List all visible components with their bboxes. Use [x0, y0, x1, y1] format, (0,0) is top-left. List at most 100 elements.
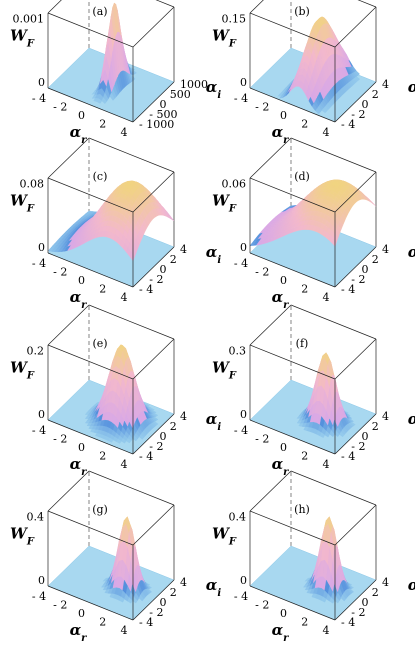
y-axis-label-sub: i [217, 90, 221, 101]
box-edge [88, 304, 175, 340]
surface-patch [340, 594, 347, 602]
x-tick-label: 4 [323, 458, 330, 471]
y-tick-label: 2 [170, 420, 177, 433]
z-axis-label: WF [212, 359, 237, 382]
y-tick-label: - 2 [149, 273, 163, 286]
surface-patch [329, 430, 335, 438]
box-edge [334, 81, 377, 123]
x-tick-label: 4 [121, 458, 128, 471]
y-tick-label: 0 [362, 430, 369, 443]
box-edge [132, 6, 175, 48]
y-tick-label: 0 [160, 430, 167, 443]
x-tick-label: - 4 [234, 590, 248, 603]
box-edge [249, 87, 336, 123]
y-tick-label: - 2 [351, 606, 365, 619]
box-edge [249, 510, 336, 546]
x-axis-label: αr [70, 288, 88, 311]
y-axis-label: αi [408, 410, 415, 433]
x-axis-label-sub: r [283, 300, 289, 311]
x-tick-label: 0 [280, 274, 287, 287]
box-edge [334, 246, 377, 288]
surface-mesh [302, 515, 355, 604]
x-tick-label: - 2 [255, 433, 269, 446]
box-edge [290, 137, 377, 173]
z-tick-label: 0 [240, 574, 247, 587]
box-edge [132, 579, 175, 621]
y-axis-label: αi [206, 243, 222, 266]
box-edge [357, 0, 377, 8]
surface-mesh [296, 352, 356, 438]
x-tick-label: 4 [121, 291, 128, 304]
y-tick-label: 4 [382, 243, 389, 256]
x-tick-label: - 4 [32, 590, 46, 603]
y-tick-label: 500 [170, 88, 191, 101]
z-tick-label: 0.15 [222, 13, 247, 26]
y-tick-label: 2 [372, 88, 379, 101]
x-tick-label: 2 [301, 616, 308, 629]
x-tick-label: - 4 [32, 257, 46, 270]
y-tick-label: 0 [362, 263, 369, 276]
x-tick-label: 2 [301, 118, 308, 131]
surface-patch [132, 596, 138, 604]
z-axis-label-sub: F [228, 203, 237, 214]
y-tick-label: 2 [372, 586, 379, 599]
y-tick-label: - 4 [341, 118, 355, 131]
panel-label: (d) [294, 170, 310, 183]
box-edge [290, 304, 377, 340]
box-edge [249, 304, 292, 346]
z-tick-label: 0 [38, 241, 45, 254]
x-tick-label: - 4 [234, 92, 248, 105]
box-edge [47, 12, 134, 48]
y-tick-label: 4 [180, 243, 187, 256]
y-tick-label: 4 [382, 410, 389, 423]
x-tick-label: 4 [121, 126, 128, 139]
z-tick-label: 0 [38, 76, 45, 89]
y-axis-label: αi [206, 576, 222, 599]
y-tick-label: 2 [372, 420, 379, 433]
y-tick-label: 2 [372, 253, 379, 266]
surface-patch [109, 92, 115, 101]
y-tick-label: - 500 [149, 108, 177, 121]
surface-patch [334, 430, 340, 437]
y-tick-label: 2 [170, 253, 177, 266]
z-tick-label: 0.4 [27, 511, 45, 524]
box-edge [47, 304, 90, 346]
box-edge [132, 504, 175, 546]
panel-label: (e) [92, 337, 107, 350]
x-tick-label: 2 [301, 450, 308, 463]
panel-label: (b) [294, 5, 310, 18]
x-tick-label: 2 [99, 118, 106, 131]
box-edge [47, 585, 134, 621]
surface-patch [119, 596, 125, 603]
x-axis-label: αr [70, 455, 88, 478]
y-tick-label: 4 [382, 78, 389, 91]
z-tick-label: 0.4 [229, 511, 247, 524]
x-tick-label: - 2 [255, 599, 269, 612]
x-axis-label-sub: r [81, 633, 87, 644]
y-axis-label-sub: i [217, 255, 221, 266]
z-tick-label: 0.001 [13, 13, 45, 26]
surface-patch [321, 108, 327, 114]
y-tick-label: - 4 [341, 616, 355, 629]
x-tick-label: 2 [99, 616, 106, 629]
surface-patch [319, 432, 326, 438]
y-tick-label: - 4 [139, 450, 153, 463]
box-edge [88, 137, 175, 173]
box-edge [47, 177, 134, 213]
x-tick-label: 0 [78, 109, 85, 122]
y-tick-label: 0 [160, 596, 167, 609]
panel-label: (h) [294, 503, 310, 516]
box-edge [249, 137, 292, 179]
z-axis-label: WF [212, 525, 237, 548]
x-tick-label: 4 [323, 624, 330, 637]
y-tick-label: 0 [160, 98, 167, 111]
x-axis-label: αr [272, 455, 290, 478]
box-edge [249, 12, 336, 48]
x-tick-label: - 2 [255, 266, 269, 279]
y-tick-label: 0 [160, 263, 167, 276]
